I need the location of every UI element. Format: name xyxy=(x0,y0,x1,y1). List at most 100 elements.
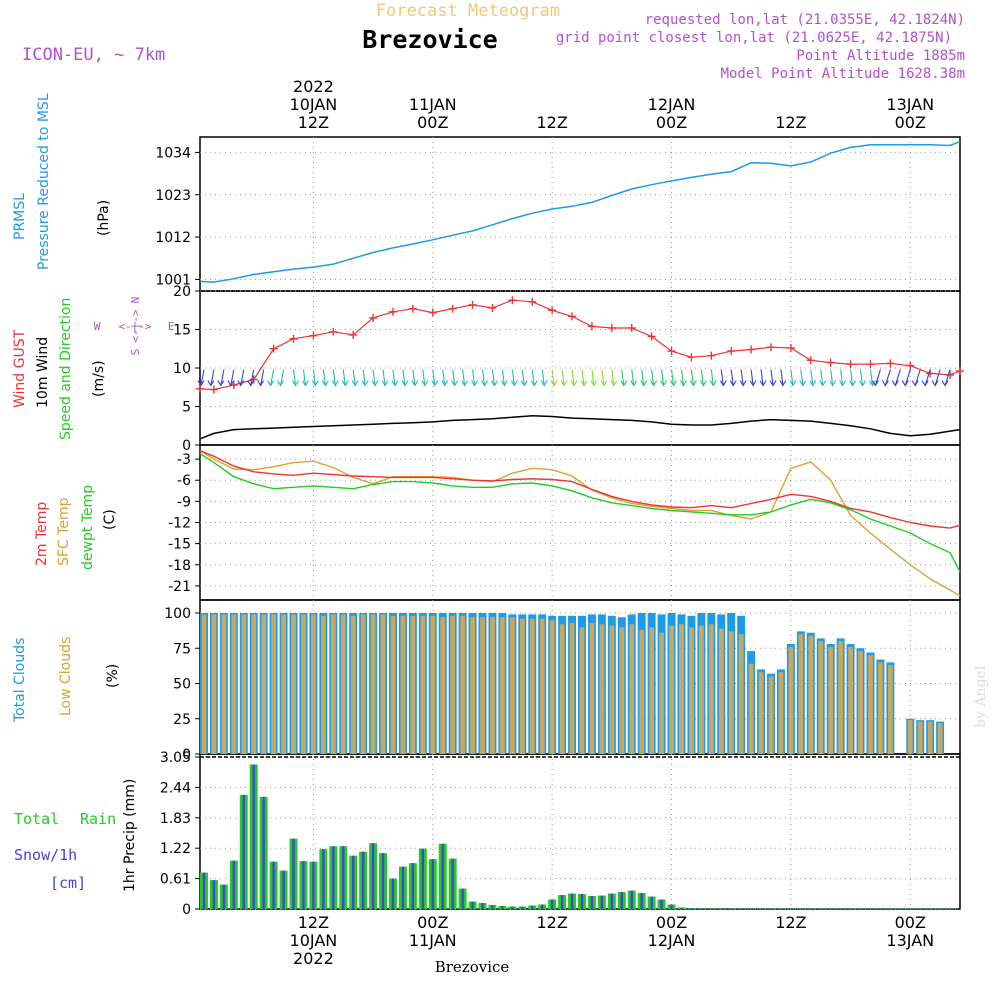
snow-bar xyxy=(670,904,673,909)
clouds-ytick-label-0: 0 xyxy=(182,747,191,763)
wind-gust-marker xyxy=(369,313,378,322)
wind-arrow xyxy=(580,369,588,387)
low-cloud-bar xyxy=(221,614,227,754)
low-cloud-bar xyxy=(778,672,784,754)
low-cloud-bar xyxy=(808,635,814,754)
temp-ytick-label-6: -21 xyxy=(168,579,191,595)
wind-arrow xyxy=(197,369,205,387)
clouds-ytick-label-3: 75 xyxy=(173,641,191,657)
wind-gust-marker xyxy=(707,351,716,360)
snow-bar xyxy=(411,863,415,909)
precip-ytick-label-1: 0.61 xyxy=(160,872,191,888)
sfc-temp-line xyxy=(199,450,961,597)
wind-arrow xyxy=(699,369,707,387)
low-cloud-bar xyxy=(629,624,635,754)
wind-arrow xyxy=(759,369,767,387)
wind-gust-marker xyxy=(209,385,218,394)
clouds-unit-label: (%) xyxy=(105,664,121,688)
snow-bar xyxy=(431,859,434,909)
wind-arrow xyxy=(839,369,847,387)
low-cloud-bar xyxy=(241,614,247,754)
low-cloud-bar xyxy=(679,624,684,754)
wind-arrow xyxy=(931,369,941,387)
low-cloud-bar xyxy=(708,624,714,754)
snow-bar xyxy=(292,838,295,909)
wind-arrow xyxy=(749,369,757,387)
low-cloud-bar xyxy=(400,615,406,754)
wind-gust-marker xyxy=(329,327,338,336)
wind-speed-direction-label: Speed and Direction xyxy=(58,298,74,440)
wind-arrow xyxy=(789,369,797,387)
bottom-time-label-1-0: 00Z xyxy=(417,913,448,932)
wind-arrow xyxy=(371,369,379,387)
snow-bar xyxy=(242,794,245,909)
snow-bar xyxy=(640,893,643,909)
low-cloud-bar xyxy=(788,646,794,754)
precip-ytick-label-3: 1.83 xyxy=(160,811,191,827)
wind-arrow xyxy=(471,369,479,387)
wind-gust-marker xyxy=(196,384,204,393)
location-title: Brezovice xyxy=(362,25,497,54)
footer-location: Brezovice xyxy=(435,958,510,976)
temp-2m-line xyxy=(199,449,961,529)
snow-bar xyxy=(521,906,524,909)
snow-bar xyxy=(590,896,594,909)
wind-arrow xyxy=(640,369,648,387)
clouds-ytick-label-1: 25 xyxy=(173,712,191,728)
low-cloud-bar xyxy=(370,614,376,754)
wind-gust-marker xyxy=(687,353,696,362)
snow-bar xyxy=(600,895,604,909)
wind-gust-marker xyxy=(727,347,736,356)
wind-gust-marker xyxy=(488,303,497,312)
wind-gust-marker xyxy=(786,343,795,352)
wind-gust-marker xyxy=(826,358,835,367)
wind-arrow xyxy=(217,369,225,387)
snow-bar xyxy=(202,872,206,909)
low-cloud-bar xyxy=(201,614,207,754)
wind-gust-marker xyxy=(846,360,855,369)
precip-ytick-label-5: 3.05 xyxy=(160,750,191,766)
temp-ytick-label-2: -9 xyxy=(177,494,191,510)
low-cloud-bar xyxy=(450,615,456,754)
wind-arrow xyxy=(809,369,817,387)
snow-bar xyxy=(481,903,484,909)
low-cloud-bar xyxy=(828,646,834,754)
snow-bar xyxy=(342,846,345,909)
snow-bar xyxy=(630,890,633,909)
wind-arrow xyxy=(530,369,538,387)
low-cloud-bar xyxy=(509,617,515,754)
low-cloud-bar xyxy=(937,722,943,754)
low-cloud-bar xyxy=(271,614,276,754)
compass-e: E xyxy=(168,320,175,333)
temp-panel: -3 -6 -9 -12 -15 -18 -21 xyxy=(168,444,961,601)
wind-10m-label: 10m Wind xyxy=(35,337,51,408)
low-cloud-bar xyxy=(340,614,346,754)
temp-ytick-label-0: -3 xyxy=(177,452,191,468)
temp-unit-label: (C) xyxy=(102,509,118,530)
bottom-time-label-0-1: 10JAN xyxy=(290,931,338,950)
point-altitude: Point Altitude 1885m xyxy=(796,48,965,64)
snow-bar xyxy=(391,878,395,909)
wind-speed-line xyxy=(199,414,961,440)
pressure-ytick-label-3: 1034 xyxy=(155,145,191,161)
bottom-time-label-1-1: 11JAN xyxy=(409,931,457,950)
snow-bar xyxy=(491,905,494,909)
low-cloud-bar xyxy=(410,615,416,754)
model-label: ICON-EU, ~ 7km xyxy=(22,45,165,65)
pressure-unit-label: (hPa) xyxy=(96,200,112,236)
low-cloud-bar xyxy=(490,617,495,754)
wind-direction-arrows xyxy=(197,369,951,387)
snow-bar xyxy=(212,880,216,909)
wind-arrow xyxy=(779,369,787,387)
low-cloud-bar xyxy=(559,624,565,754)
pressure-ytick-label-2: 1023 xyxy=(155,188,191,204)
chart-title: Forecast Meteogram xyxy=(376,1,560,21)
wind-gust-marker xyxy=(587,322,596,331)
wind-arrow xyxy=(510,369,518,387)
wind-arrow xyxy=(431,369,439,387)
low-cloud-bar xyxy=(579,627,585,754)
wind-arrow xyxy=(481,369,488,387)
snow-bar xyxy=(352,855,355,909)
low-cloud-bar xyxy=(529,618,535,754)
